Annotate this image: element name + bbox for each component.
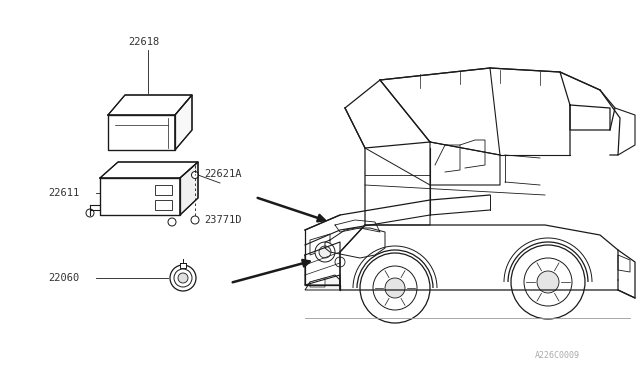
Polygon shape (100, 178, 180, 215)
Circle shape (319, 246, 331, 258)
Circle shape (335, 257, 345, 267)
Text: 23771D: 23771D (204, 215, 241, 225)
Circle shape (170, 265, 196, 291)
Polygon shape (100, 162, 198, 178)
Circle shape (360, 253, 430, 323)
Circle shape (191, 216, 199, 224)
Polygon shape (108, 95, 192, 115)
Circle shape (191, 171, 198, 179)
Circle shape (178, 273, 188, 283)
Polygon shape (155, 200, 172, 210)
Circle shape (315, 242, 335, 262)
Polygon shape (175, 95, 192, 150)
Circle shape (373, 266, 417, 310)
Circle shape (168, 218, 176, 226)
Polygon shape (305, 275, 340, 290)
Circle shape (524, 258, 572, 306)
Circle shape (537, 271, 559, 293)
Polygon shape (180, 263, 186, 268)
Circle shape (174, 269, 192, 287)
Polygon shape (618, 255, 630, 272)
Text: 22060: 22060 (48, 273, 79, 283)
Polygon shape (180, 162, 198, 215)
Text: 22611: 22611 (48, 188, 79, 198)
Circle shape (511, 245, 585, 319)
Polygon shape (108, 115, 175, 150)
Polygon shape (310, 278, 325, 287)
Text: A226C0009: A226C0009 (535, 350, 580, 359)
Text: 22618: 22618 (128, 37, 159, 47)
Circle shape (86, 209, 94, 217)
Circle shape (385, 278, 405, 298)
Polygon shape (155, 185, 172, 195)
Polygon shape (310, 234, 330, 255)
Text: 22621A: 22621A (204, 169, 241, 179)
